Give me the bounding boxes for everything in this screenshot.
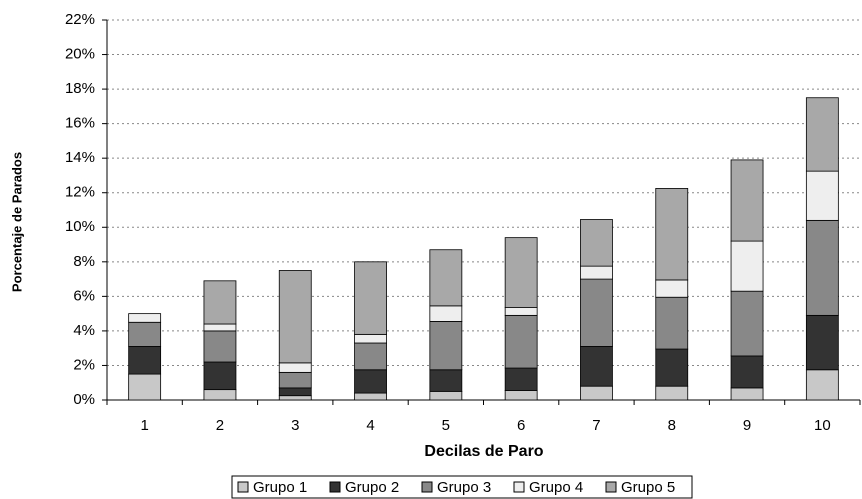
bar-segment [655, 348, 689, 387]
x-tick-label: 4 [366, 417, 374, 434]
y-tick-label: 4% [73, 322, 95, 339]
legend-label: Grupo 1 [253, 479, 307, 496]
bar-segment [203, 389, 237, 401]
y-tick-label: 12% [65, 184, 95, 201]
legend-swatch [513, 481, 525, 493]
bar-segment [128, 321, 162, 347]
y-tick-label: 16% [65, 115, 95, 132]
bar-segment [730, 387, 764, 401]
bar-segment [429, 390, 463, 401]
bar-segment [278, 371, 312, 389]
bar-segment [278, 387, 312, 397]
x-tick-label: 9 [743, 417, 751, 434]
bar-segment [504, 237, 538, 308]
bar-segment [278, 270, 312, 364]
x-tick-label: 3 [291, 417, 299, 434]
y-tick-label: 14% [65, 149, 95, 166]
y-tick-label: 22% [65, 11, 95, 28]
legend-swatch [237, 481, 249, 493]
bar-segment [203, 330, 237, 363]
bar-segment [429, 369, 463, 392]
bar-segment [805, 369, 839, 401]
bar-segment [504, 390, 538, 401]
y-tick-label: 0% [73, 391, 95, 408]
bar-segment [354, 333, 387, 344]
bar-segment [354, 261, 387, 335]
bar-segment [504, 314, 538, 369]
x-tick-label: 2 [216, 417, 224, 434]
bar-segment [580, 346, 613, 387]
x-tick-label: 10 [814, 417, 831, 434]
x-tick-label: 7 [592, 417, 600, 434]
y-tick-label: 6% [73, 287, 95, 304]
bar-segment [128, 346, 162, 375]
legend-swatch [605, 481, 617, 493]
legend-label: Grupo 4 [529, 479, 583, 496]
legend-label: Grupo 5 [621, 479, 675, 496]
bar-segment [805, 219, 839, 316]
bar-segment [730, 240, 764, 292]
bar-segment [429, 321, 463, 371]
bar-segment [354, 392, 387, 401]
x-tick-label: 5 [442, 417, 450, 434]
bar-segment [504, 307, 538, 316]
bar-segment [354, 342, 387, 371]
x-axis-label: Decilas de Paro [424, 443, 543, 460]
bar-segment [354, 369, 387, 394]
bar-segment [278, 362, 312, 373]
bar-segment [805, 97, 839, 172]
y-tick-label: 18% [65, 80, 95, 97]
bar-segment [580, 385, 613, 401]
y-tick-label: 10% [65, 218, 95, 235]
bar-segment [429, 305, 463, 322]
bar-segment [580, 219, 613, 267]
bar-segment [580, 265, 613, 280]
bar-segment [655, 188, 689, 281]
x-tick-label: 6 [517, 417, 525, 434]
bar-segment [128, 373, 162, 401]
bar-segment [504, 367, 538, 391]
y-axis-label: Porcentaje de Parados [9, 152, 24, 292]
bar-segment [655, 279, 689, 298]
bar-segment [730, 159, 764, 242]
legend-label: Grupo 3 [437, 479, 491, 496]
bar-segment [805, 170, 839, 221]
y-tick-label: 2% [73, 356, 95, 373]
legend-swatch [329, 481, 341, 493]
bar-segment [805, 314, 839, 371]
legend-swatch [421, 481, 433, 493]
legend-box [231, 475, 693, 499]
bar-segment [730, 290, 764, 357]
x-tick-label: 8 [668, 417, 676, 434]
bar-segment [203, 280, 237, 325]
bar-segment [128, 313, 162, 323]
bar-segment [203, 323, 237, 332]
bar-segment [655, 296, 689, 350]
y-tick-label: 8% [73, 253, 95, 270]
y-tick-label: 20% [65, 46, 95, 63]
bar-segment [655, 385, 689, 401]
bar-segment [580, 278, 613, 347]
x-tick-label: 1 [140, 417, 148, 434]
bar-segment [278, 395, 312, 401]
bar-segment [730, 355, 764, 389]
legend-label: Grupo 2 [345, 479, 399, 496]
bar-segment [203, 361, 237, 391]
bar-segment [429, 249, 463, 307]
